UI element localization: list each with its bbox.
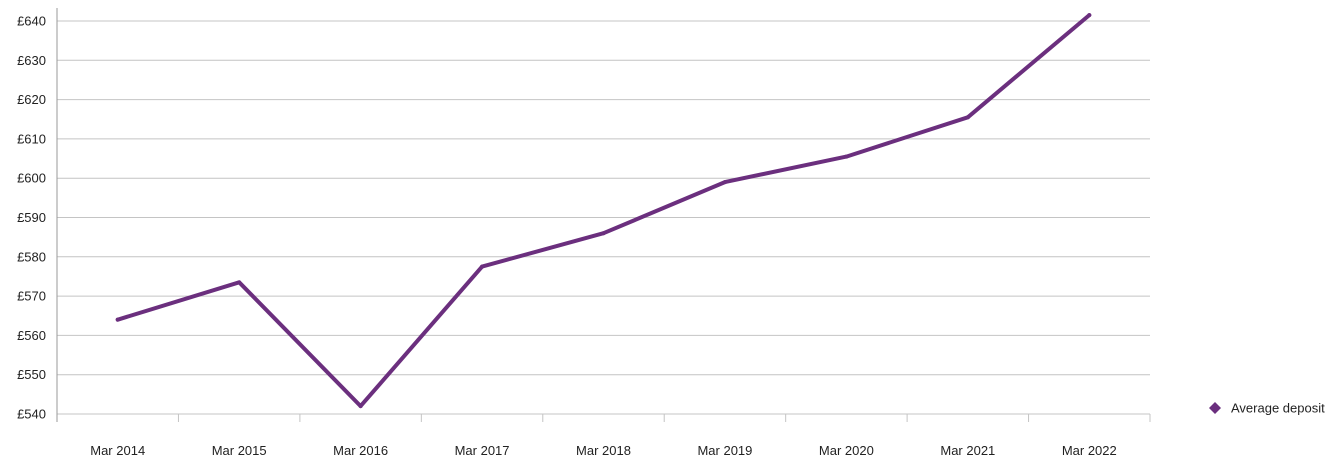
y-tick-label: £560: [17, 328, 46, 343]
y-tick-label: £610: [17, 131, 46, 146]
x-tick-label: Mar 2019: [697, 443, 752, 458]
series-lines: [115, 13, 1092, 409]
y-tick-label: £640: [17, 14, 46, 29]
y-tick-label: £600: [17, 171, 46, 186]
legend-label: Average deposit: [1231, 401, 1325, 416]
x-tick-label: Mar 2014: [90, 443, 145, 458]
data-point: [237, 280, 242, 285]
data-point: [965, 115, 970, 120]
data-point: [1087, 13, 1092, 18]
legend-marker: [1209, 402, 1221, 414]
x-tick-label: Mar 2017: [455, 443, 510, 458]
data-point: [722, 180, 727, 185]
x-tick-label: Mar 2016: [333, 443, 388, 458]
data-point: [358, 404, 363, 409]
x-tick-label: Mar 2015: [212, 443, 267, 458]
x-tick-label: Mar 2021: [940, 443, 995, 458]
y-tick-label: £620: [17, 92, 46, 107]
y-tick-label: £580: [17, 249, 46, 264]
y-tick-label: £540: [17, 407, 46, 422]
y-tick-label: £550: [17, 367, 46, 382]
data-point: [601, 231, 606, 236]
gridlines: [57, 20, 1150, 415]
x-tick-label: Mar 2022: [1062, 443, 1117, 458]
x-tick-label: Mar 2020: [819, 443, 874, 458]
data-point: [480, 264, 485, 269]
legend: Average deposit: [1209, 401, 1325, 416]
data-point: [844, 154, 849, 159]
data-point: [115, 317, 120, 322]
x-axis-tick-labels: Mar 2014 Mar 2015 Mar 2016 Mar 2017 Mar 2018…: [90, 443, 1116, 458]
y-axis-tick-labels: £540 £550 £560 £570 £580 £590 £600 £610 £620 £630…: [17, 14, 46, 422]
x-tick-label: Mar 2018: [576, 443, 631, 458]
series-line: [115, 13, 1092, 409]
axes: [56, 8, 1151, 422]
y-tick-label: £630: [17, 53, 46, 68]
y-tick-label: £570: [17, 289, 46, 304]
y-tick-label: £590: [17, 210, 46, 225]
